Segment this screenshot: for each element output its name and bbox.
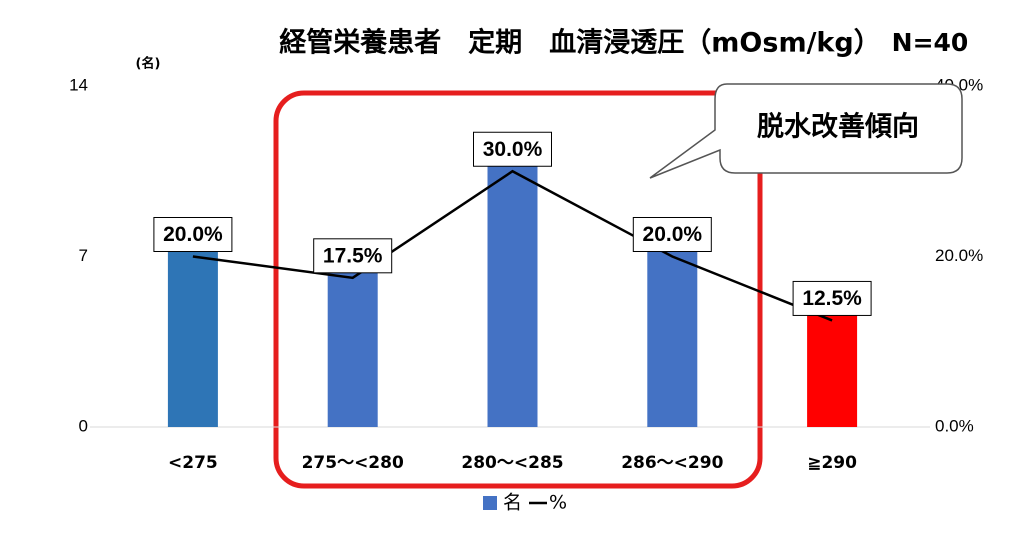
y-tick-label: 7 (79, 246, 88, 265)
value-label-box (313, 238, 393, 274)
legend-label: % (549, 492, 567, 514)
chart-subtitle: N=40 (892, 28, 969, 57)
x-tick-label: 286～<290 (621, 453, 723, 473)
bar (807, 305, 858, 427)
legend-swatch (483, 496, 497, 510)
bar (167, 232, 218, 427)
value-label: 12.5% (802, 287, 862, 310)
y-tick-label: 14 (69, 75, 88, 94)
y2-tick-label: 0.0% (935, 416, 974, 435)
y2-tick-label: 20.0% (935, 246, 983, 265)
value-label-box (153, 217, 233, 252)
y-axis-label: (名) (136, 56, 161, 72)
line (192, 169, 833, 322)
y-tick-label: 0 (79, 416, 88, 435)
x-tick-label: 280～<285 (461, 453, 563, 473)
value-label: 20.0% (643, 223, 703, 246)
value-label-box (632, 217, 712, 252)
value-label: 17.5% (323, 244, 383, 267)
value-label-box (473, 131, 552, 167)
bar (647, 232, 698, 427)
value-label: 30.0% (483, 138, 543, 161)
legend-label: 名 (503, 492, 522, 514)
value-label-box (792, 280, 872, 316)
callout-text: 脱水改善傾向 (757, 111, 919, 143)
bar (487, 134, 538, 427)
callout (649, 83, 963, 179)
x-tick-label: ≧290 (807, 453, 857, 473)
value-label: 20.0% (163, 223, 223, 246)
bar (327, 256, 378, 427)
x-tick-label: <275 (168, 453, 218, 473)
highlight-box (273, 90, 763, 489)
x-tick-label: 275～<280 (302, 453, 404, 473)
chart-title: 経管栄養患者 定期 血清浸透圧（mOsm/kg） (279, 27, 880, 59)
